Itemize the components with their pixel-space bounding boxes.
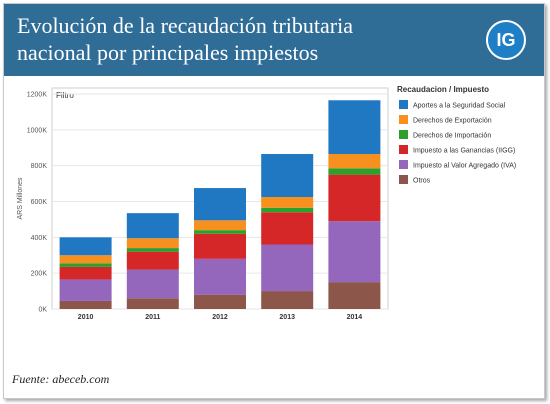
bar-segment bbox=[261, 244, 314, 292]
filter-label: Filtro bbox=[56, 91, 74, 100]
bar-segment bbox=[261, 207, 314, 213]
bar-segment bbox=[194, 230, 246, 234]
bar-segment bbox=[328, 154, 381, 169]
y-tick-label: 600K bbox=[31, 199, 48, 206]
bar-segment bbox=[59, 279, 112, 301]
legend-item-label: Derechos de Exportación bbox=[413, 118, 492, 125]
legend-swatch bbox=[399, 100, 408, 109]
bar-segment bbox=[328, 174, 381, 222]
bar-segment bbox=[59, 266, 112, 280]
y-tick-label: 400K bbox=[31, 235, 48, 242]
x-tick-label: 2013 bbox=[279, 314, 295, 321]
ig-logo: IG bbox=[486, 20, 526, 60]
bar-segment bbox=[126, 248, 179, 252]
x-tick-label: 2010 bbox=[78, 314, 94, 321]
bar-segment bbox=[194, 188, 246, 221]
y-tick-label: 1000K bbox=[27, 127, 48, 134]
bar-segment bbox=[194, 233, 246, 259]
bar-segment bbox=[59, 300, 112, 309]
bar-segment bbox=[328, 168, 381, 175]
bar-segment bbox=[328, 100, 381, 155]
infographic-card: Evolución de la recaudación tributaria n… bbox=[3, 3, 545, 399]
bar-segment bbox=[59, 237, 112, 256]
bar-segment bbox=[261, 212, 314, 245]
bar-segment bbox=[126, 269, 179, 299]
legend-swatch bbox=[399, 130, 408, 139]
legend-swatch bbox=[399, 160, 408, 169]
legend-swatch bbox=[399, 145, 408, 154]
legend-item-label: Aportes a la Seguridad Social bbox=[413, 103, 506, 110]
y-tick-label: 0K bbox=[38, 307, 47, 314]
y-tick-label: 800K bbox=[31, 163, 48, 170]
bar-segment bbox=[126, 213, 179, 239]
header-banner: Evolución de la recaudación tributaria n… bbox=[4, 4, 544, 76]
title-line-2: nacional por principales impiestos bbox=[17, 40, 319, 65]
bar-segment bbox=[194, 258, 246, 295]
y-tick-label: 200K bbox=[31, 271, 48, 278]
bar-segment bbox=[261, 291, 314, 309]
x-tick-label: 2011 bbox=[145, 314, 160, 321]
legend-title: Recaudacion / Impuesto bbox=[397, 85, 489, 94]
bar-segment bbox=[194, 220, 246, 231]
page-title: Evolución de la recaudación tributaria n… bbox=[17, 12, 457, 66]
bar-segment bbox=[261, 154, 314, 198]
bar-segment bbox=[126, 238, 179, 249]
bar-segment bbox=[194, 294, 246, 309]
bar-segment bbox=[328, 221, 381, 283]
legend-swatch bbox=[399, 115, 408, 124]
bar-segment bbox=[59, 263, 112, 267]
y-axis-label: ARS Millones bbox=[17, 177, 24, 220]
legend-item-label: Impuesto al Valor Agregado (IVA) bbox=[413, 163, 516, 170]
x-tick-label: 2014 bbox=[347, 314, 363, 321]
bar-segment bbox=[328, 282, 381, 309]
x-tick-label: 2012 bbox=[212, 314, 228, 321]
legend-item-label: Derechos de Importación bbox=[413, 133, 491, 140]
bar-segment bbox=[126, 251, 179, 270]
legend-item-label: Impuesto a las Ganancias (IIGG) bbox=[413, 148, 515, 155]
bar-segment bbox=[261, 197, 314, 208]
source-note: Fuente: abeceb.com bbox=[12, 372, 110, 386]
title-line-1: Evolución de la recaudación tributaria bbox=[17, 13, 353, 38]
bar-segment bbox=[126, 298, 179, 309]
legend-item-label: Otros bbox=[413, 178, 431, 185]
y-tick-label: 1200K bbox=[27, 92, 48, 99]
legend-swatch bbox=[399, 175, 408, 184]
bar-segment bbox=[59, 255, 112, 264]
